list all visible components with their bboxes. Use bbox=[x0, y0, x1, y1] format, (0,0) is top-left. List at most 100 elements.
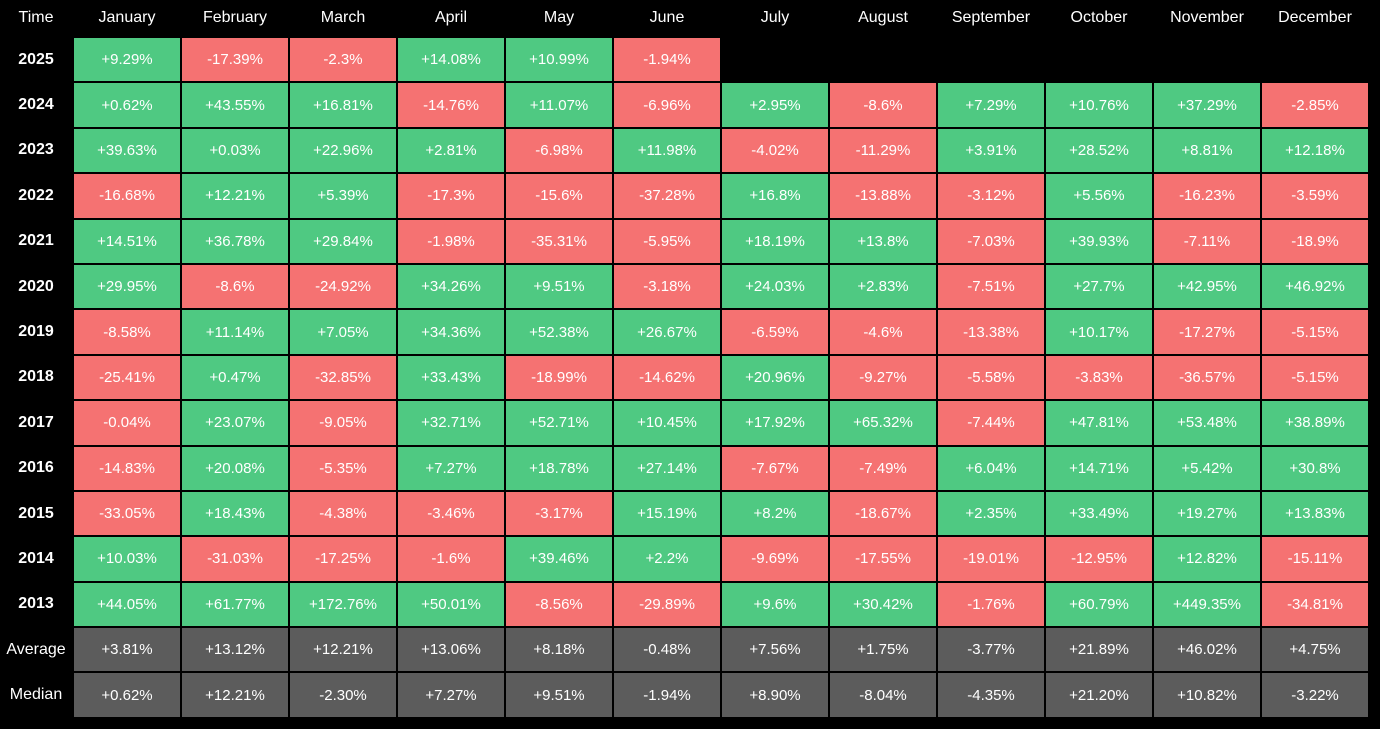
return-cell: -31.03% bbox=[182, 537, 288, 581]
return-cell: -5.95% bbox=[614, 219, 720, 263]
return-cell: +8.2% bbox=[722, 491, 828, 536]
return-cell: +14.08% bbox=[398, 38, 504, 82]
return-cell: +5.56% bbox=[1046, 174, 1152, 218]
column-header: May bbox=[543, 9, 575, 26]
return-cell: -4.35% bbox=[938, 673, 1044, 717]
return-cell: -1.6% bbox=[398, 537, 504, 581]
return-cell: -18.67% bbox=[830, 491, 936, 536]
return-cell: -17.3% bbox=[398, 174, 504, 218]
return-cell: -0.48% bbox=[614, 628, 720, 672]
return-cell: +11.07% bbox=[506, 83, 612, 127]
return-cell: -2.3% bbox=[290, 38, 396, 82]
return-cell: -15.6% bbox=[506, 174, 612, 218]
return-cell: -2.85% bbox=[1262, 83, 1368, 127]
return-cell: +12.18% bbox=[1262, 128, 1368, 173]
return-cell: -17.55% bbox=[830, 537, 936, 581]
return-cell: +33.43% bbox=[398, 355, 504, 400]
return-cell: +2.81% bbox=[398, 128, 504, 173]
return-cell: -19.01% bbox=[938, 537, 1044, 581]
return-cell: +15.19% bbox=[614, 491, 720, 536]
return-cell: +27.7% bbox=[1046, 264, 1152, 309]
return-cell: -13.38% bbox=[938, 310, 1044, 354]
return-cell: +53.48% bbox=[1154, 401, 1260, 445]
row-label: 2023 bbox=[18, 141, 54, 159]
return-cell: +3.91% bbox=[938, 128, 1044, 173]
empty-cell bbox=[1046, 38, 1152, 81]
return-cell: -3.83% bbox=[1046, 355, 1152, 400]
return-cell: +8.81% bbox=[1154, 128, 1260, 173]
return-cell: -4.02% bbox=[722, 128, 828, 173]
return-cell: -37.28% bbox=[614, 174, 720, 218]
return-cell: +8.90% bbox=[722, 673, 828, 717]
return-cell: +39.46% bbox=[506, 537, 612, 581]
return-cell: +34.36% bbox=[398, 310, 504, 354]
return-cell: -14.83% bbox=[74, 446, 180, 490]
return-cell: +18.78% bbox=[506, 446, 612, 490]
return-cell: -35.31% bbox=[506, 219, 612, 263]
return-cell: +14.71% bbox=[1046, 446, 1152, 490]
return-cell: +0.62% bbox=[74, 83, 180, 127]
return-cell: -3.12% bbox=[938, 174, 1044, 218]
return-cell: -1.94% bbox=[614, 38, 720, 82]
return-cell: -3.18% bbox=[614, 264, 720, 309]
row-label: 2015 bbox=[18, 504, 54, 522]
return-cell: -7.11% bbox=[1154, 219, 1260, 263]
return-cell: +7.29% bbox=[938, 83, 1044, 127]
return-cell: +61.77% bbox=[182, 582, 288, 627]
return-cell: -12.95% bbox=[1046, 537, 1152, 581]
return-cell: -13.88% bbox=[830, 174, 936, 218]
returns-table: Time January February March April May June July… bbox=[6, 9, 1368, 717]
return-cell: +65.32% bbox=[830, 401, 936, 445]
return-cell: -3.77% bbox=[938, 628, 1044, 672]
return-cell: +7.05% bbox=[290, 310, 396, 354]
return-cell: +7.56% bbox=[722, 628, 828, 672]
return-cell: -34.81% bbox=[1262, 582, 1368, 627]
return-cell: -8.58% bbox=[74, 310, 180, 354]
empty-cell bbox=[830, 38, 936, 81]
return-cell: +12.21% bbox=[182, 673, 288, 717]
return-cell: +2.95% bbox=[722, 83, 828, 127]
return-cell: +46.92% bbox=[1262, 264, 1368, 309]
return-cell: -29.89% bbox=[614, 582, 720, 627]
return-cell: -36.57% bbox=[1154, 355, 1260, 400]
return-cell: +8.18% bbox=[506, 628, 612, 672]
return-cell: +30.42% bbox=[830, 582, 936, 627]
return-cell: +12.21% bbox=[290, 628, 396, 672]
return-cell: +28.52% bbox=[1046, 128, 1152, 173]
return-cell: +44.05% bbox=[74, 582, 180, 627]
return-cell: -16.23% bbox=[1154, 174, 1260, 218]
return-cell: -18.99% bbox=[506, 355, 612, 400]
return-cell: +0.62% bbox=[74, 673, 180, 717]
return-cell: -14.76% bbox=[398, 83, 504, 127]
return-cell: +5.42% bbox=[1154, 446, 1260, 490]
column-header: Time bbox=[18, 9, 54, 26]
return-cell: +10.76% bbox=[1046, 83, 1152, 127]
row-label: 2019 bbox=[18, 323, 54, 341]
return-cell: -5.15% bbox=[1262, 355, 1368, 400]
row-label: 2020 bbox=[18, 277, 54, 295]
row-label: 2021 bbox=[18, 232, 54, 250]
return-cell: -8.6% bbox=[830, 83, 936, 127]
return-cell: +10.82% bbox=[1154, 673, 1260, 717]
return-cell: -1.94% bbox=[614, 673, 720, 717]
return-cell: +17.92% bbox=[722, 401, 828, 445]
return-cell: -6.96% bbox=[614, 83, 720, 127]
return-cell: -18.9% bbox=[1262, 219, 1368, 263]
return-cell: +172.76% bbox=[290, 582, 396, 627]
return-cell: +30.8% bbox=[1262, 446, 1368, 490]
return-cell: +50.01% bbox=[398, 582, 504, 627]
return-cell: +4.75% bbox=[1262, 628, 1368, 672]
return-cell: +18.43% bbox=[182, 491, 288, 536]
return-cell: +11.98% bbox=[614, 128, 720, 173]
return-cell: -33.05% bbox=[74, 491, 180, 536]
return-cell: +13.83% bbox=[1262, 491, 1368, 536]
return-cell: +52.38% bbox=[506, 310, 612, 354]
return-cell: -3.46% bbox=[398, 491, 504, 536]
return-cell: -2.30% bbox=[290, 673, 396, 717]
return-cell: +39.93% bbox=[1046, 219, 1152, 263]
return-cell: +16.81% bbox=[290, 83, 396, 127]
return-cell: -3.22% bbox=[1262, 673, 1368, 717]
empty-cell bbox=[1154, 38, 1260, 81]
return-cell: +43.55% bbox=[182, 83, 288, 127]
